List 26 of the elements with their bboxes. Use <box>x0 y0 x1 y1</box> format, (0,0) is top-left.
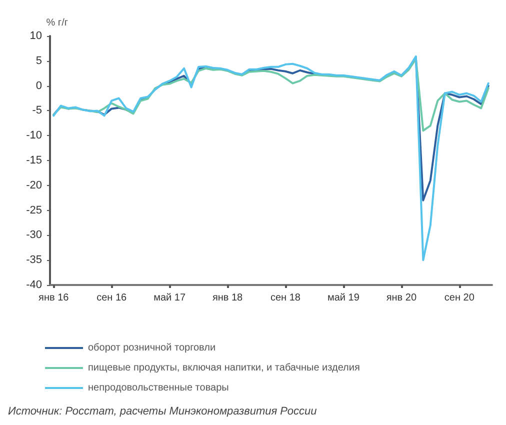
y-axis-title: % г/г <box>46 18 68 28</box>
line-series <box>52 55 490 262</box>
y-tick-label: -25 <box>26 204 42 216</box>
x-tick-label: сен 16 <box>96 292 128 304</box>
y-tick-label: -40 <box>26 279 42 291</box>
x-tick-label: янв 18 <box>212 292 244 304</box>
x-tick-label: янв 16 <box>38 292 70 304</box>
y-tick-label: -10 <box>26 130 42 142</box>
x-tick-label: май 19 <box>327 292 360 304</box>
x-tick-label: май 17 <box>154 292 186 304</box>
x-tick-label: сен 18 <box>270 292 301 304</box>
legend-label: пищевые продукты, включая напитки, и табачные изделия <box>88 362 360 374</box>
y-tick-label: 10 <box>30 30 42 42</box>
x-tick-label: сен 20 <box>444 292 475 304</box>
x-tick-label: янв 20 <box>386 292 417 304</box>
legend-label: оборот розничной торговли <box>88 342 216 354</box>
legend-label: непродовольственные товары <box>88 382 229 394</box>
y-tick-label: -20 <box>26 179 42 192</box>
y-tick-label: -5 <box>32 104 42 117</box>
y-tick-label: -35 <box>26 254 42 266</box>
y-tick-label: 0 <box>36 80 42 92</box>
text: Источник: Росстат, расчеты Минэкономразвития России <box>8 406 317 418</box>
y-tick-label: -30 <box>26 229 42 242</box>
y-tick-label: -15 <box>26 154 42 166</box>
y-tick-label: 5 <box>36 54 42 67</box>
line-series <box>52 58 490 132</box>
